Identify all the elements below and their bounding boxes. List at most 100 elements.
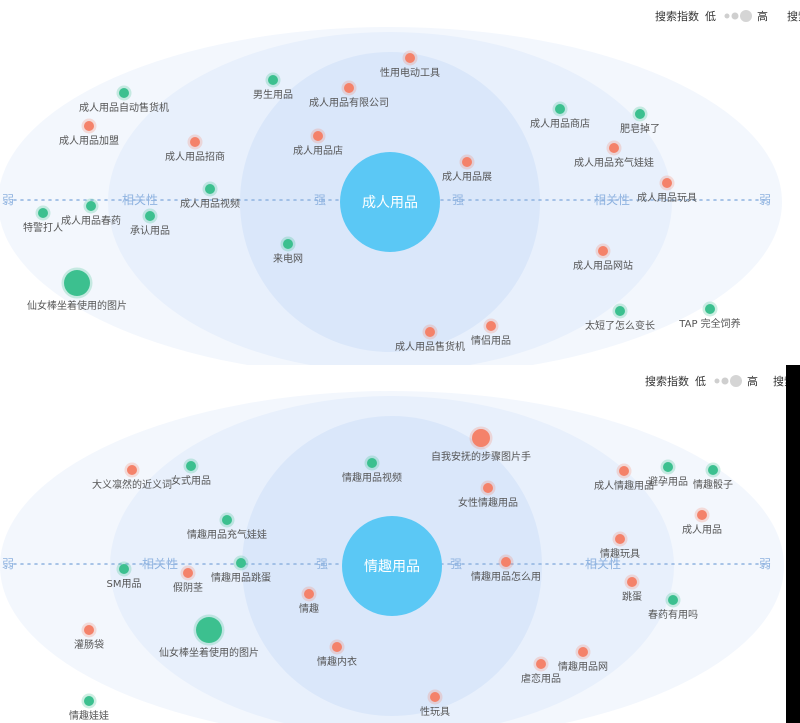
- word-label: 情趣骰子: [693, 478, 733, 491]
- word-dot[interactable]: [486, 321, 496, 331]
- word-label: 情趣用品怎么用: [471, 570, 541, 583]
- word-dot[interactable]: [708, 465, 718, 475]
- word-dot[interactable]: [430, 692, 440, 702]
- word-label: 成人用品自动售货机: [79, 101, 169, 114]
- word-dot[interactable]: [313, 131, 323, 141]
- word-dot[interactable]: [222, 515, 232, 525]
- word-dot[interactable]: [609, 143, 619, 153]
- word-label: 情趣玩具: [600, 547, 640, 560]
- word-dot[interactable]: [615, 534, 625, 544]
- word-dot[interactable]: [578, 647, 588, 657]
- word-dot[interactable]: [236, 558, 246, 568]
- word-label: 男生用品: [253, 88, 293, 101]
- word-label: 成人用品商店: [530, 117, 590, 130]
- word-label: 情趣用品充气娃娃: [187, 528, 267, 541]
- word-dot[interactable]: [119, 564, 129, 574]
- word-label: 来电网: [273, 252, 303, 265]
- word-label: 虐恋用品: [521, 672, 561, 685]
- legend-cut-text: 搜索: [787, 9, 800, 23]
- word-dot[interactable]: [332, 642, 342, 652]
- word-dot[interactable]: [663, 462, 673, 472]
- word-dot[interactable]: [127, 465, 137, 475]
- legend: 搜索指数低高搜索: [645, 374, 795, 388]
- legend-dot-medium: [731, 12, 739, 20]
- axis-weak-left: 弱: [2, 557, 14, 571]
- word-dot[interactable]: [86, 201, 96, 211]
- word-label: 特警打人: [23, 221, 63, 234]
- word-label: 性用电动工具: [380, 66, 440, 79]
- word-dot[interactable]: [84, 696, 94, 706]
- legend-low: 低: [705, 10, 716, 23]
- word-dot[interactable]: [555, 104, 565, 114]
- word-dot[interactable]: [145, 211, 155, 221]
- word-dot[interactable]: [483, 483, 493, 493]
- word-dot[interactable]: [668, 595, 678, 605]
- word-dot[interactable]: [84, 121, 94, 131]
- word-label: 女式用品: [171, 474, 211, 487]
- black-edge-bar: [786, 365, 800, 723]
- word-label: TAP 完全饲养: [678, 317, 740, 330]
- center-keyword-circle[interactable]: [340, 152, 440, 252]
- legend-title: 搜索指数: [655, 9, 699, 23]
- word-dot[interactable]: [304, 589, 314, 599]
- word-label: 假阴茎: [173, 581, 203, 594]
- word-dot[interactable]: [64, 270, 90, 296]
- axis-strong-2: 强: [452, 193, 464, 207]
- word-label: 成人用品视频: [180, 197, 240, 210]
- word-label: 情趣内衣: [317, 655, 357, 668]
- word-label: 成人情趣用品: [594, 479, 654, 492]
- word-dot[interactable]: [619, 466, 629, 476]
- word-label: 大义凛然的近义词: [92, 478, 172, 491]
- word-dot[interactable]: [705, 304, 715, 314]
- word-dot[interactable]: [84, 625, 94, 635]
- axis-strong-1: 强: [314, 193, 326, 207]
- word-label: 成人用品网站: [573, 259, 633, 272]
- word-dot[interactable]: [186, 461, 196, 471]
- word-dot[interactable]: [635, 109, 645, 119]
- legend-dot-small: [714, 378, 720, 384]
- axis-strong-2: 强: [450, 557, 462, 571]
- word-label: 情侣用品: [471, 334, 511, 347]
- word-dot[interactable]: [367, 458, 377, 468]
- word-label: 成人用品售货机: [395, 340, 465, 353]
- word-dot[interactable]: [268, 75, 278, 85]
- word-dot[interactable]: [536, 659, 546, 669]
- word-dot[interactable]: [344, 83, 354, 93]
- word-dot[interactable]: [190, 137, 200, 147]
- word-label: 女性情趣用品: [458, 496, 518, 509]
- word-label: 成人用品店: [293, 144, 343, 157]
- word-dot[interactable]: [405, 53, 415, 63]
- legend-dot-large: [740, 10, 752, 22]
- word-label: 情趣用品跳蛋: [211, 571, 271, 584]
- word-dot[interactable]: [462, 157, 472, 167]
- word-dot[interactable]: [205, 184, 215, 194]
- word-dot[interactable]: [119, 88, 129, 98]
- word-dot[interactable]: [38, 208, 48, 218]
- word-dot[interactable]: [598, 246, 608, 256]
- legend-dot-medium: [721, 377, 729, 385]
- word-dot[interactable]: [425, 327, 435, 337]
- word-dot[interactable]: [615, 306, 625, 316]
- word-dot[interactable]: [472, 429, 490, 447]
- word-label: 成人用品加盟: [59, 135, 119, 147]
- word-dot[interactable]: [283, 239, 293, 249]
- word-label: 仙女棒坐着使用的图片: [159, 646, 259, 659]
- word-label: 情趣娃娃: [69, 709, 109, 722]
- word-dot[interactable]: [697, 510, 707, 520]
- center-keyword-circle[interactable]: [342, 516, 442, 616]
- word-dot[interactable]: [501, 557, 511, 567]
- word-label: 成人用品展: [442, 171, 492, 183]
- word-dot[interactable]: [183, 568, 193, 578]
- word-label: 成人用品春药: [61, 215, 121, 227]
- word-label: 避孕用品: [648, 475, 688, 488]
- axis-relevance-0: 相关性: [142, 557, 178, 571]
- word-dot[interactable]: [662, 178, 672, 188]
- word-dot[interactable]: [627, 577, 637, 587]
- word-label: 自我安抚的步骤图片手: [431, 450, 531, 463]
- axis-weak-right: 弱: [759, 557, 771, 571]
- word-dot[interactable]: [196, 617, 222, 643]
- axis-relevance-3: 相关性: [585, 557, 621, 571]
